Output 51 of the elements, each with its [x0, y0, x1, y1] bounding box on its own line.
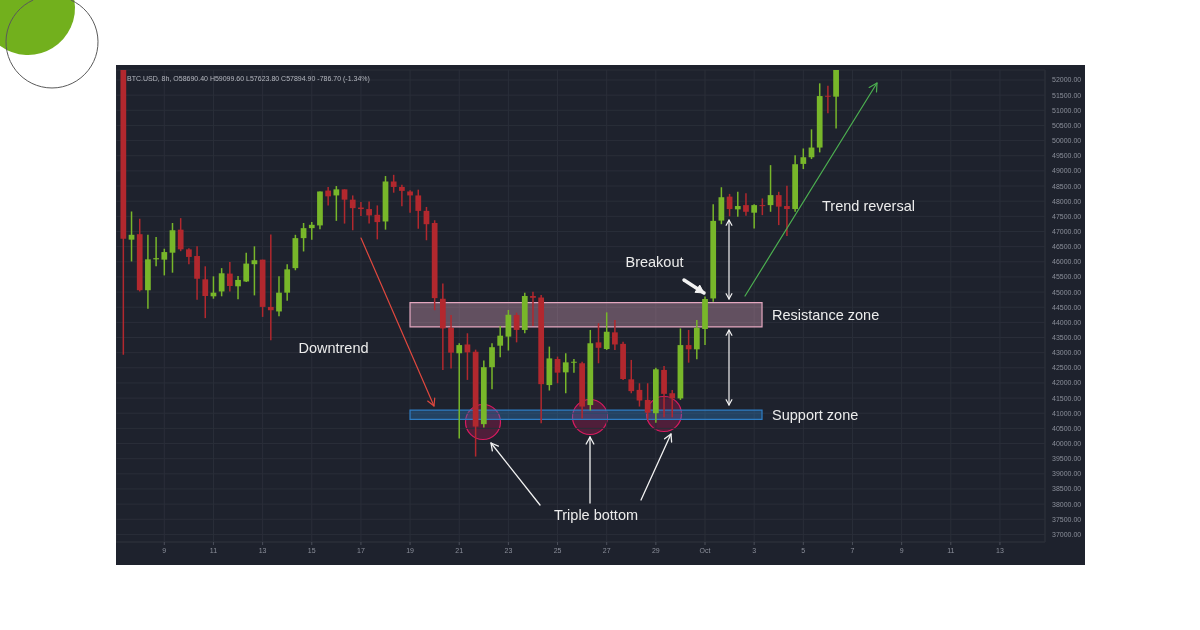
candlestick [284, 263, 291, 302]
candlestick [267, 233, 274, 341]
candlestick [161, 247, 168, 277]
candlestick [177, 217, 184, 252]
candlestick [734, 191, 741, 218]
candlestick [775, 191, 782, 226]
candlestick [456, 342, 463, 440]
candlestick [235, 275, 241, 301]
annotation: Triple bottom [553, 507, 639, 523]
annotation: Downtrend [298, 340, 369, 356]
candlestick [202, 265, 209, 319]
candlestick [333, 185, 340, 222]
candlestick [636, 382, 643, 408]
candlestick [669, 389, 676, 418]
candlestick [751, 203, 758, 230]
annotation: Trend reversal [822, 198, 915, 214]
candlestick [530, 291, 536, 327]
candlestick [743, 192, 749, 217]
candlestick [276, 275, 282, 318]
candlestick [693, 319, 700, 361]
candlestick [218, 267, 225, 298]
candlestick [243, 251, 250, 283]
candlestick [718, 186, 725, 225]
candlestick [374, 204, 381, 241]
candlestick [628, 359, 635, 394]
candlestick [784, 184, 790, 237]
candlestick [407, 189, 413, 214]
candlestick [308, 221, 315, 241]
candlestick [349, 194, 356, 232]
annotation: Breakout [625, 254, 684, 270]
candlestick [571, 358, 577, 374]
candlestick [800, 147, 807, 170]
candlestick [226, 261, 233, 293]
candlestick [489, 342, 495, 391]
candlestick [562, 352, 569, 394]
candlestick [595, 322, 602, 365]
candlestick [341, 188, 348, 225]
candlestick [825, 85, 831, 115]
candlestick [325, 186, 332, 207]
candlestick [399, 184, 405, 208]
candlestick [554, 355, 561, 384]
candlestick [194, 245, 200, 301]
candlestick [415, 188, 422, 230]
candlestick [612, 319, 618, 351]
candlestick [497, 325, 504, 358]
band-label: Resistance zone [772, 306, 880, 323]
candlestick [644, 382, 651, 421]
candlestick [366, 200, 372, 225]
band-label: Support zone [772, 406, 859, 423]
candlestick [661, 365, 667, 418]
candlestick [603, 311, 610, 351]
